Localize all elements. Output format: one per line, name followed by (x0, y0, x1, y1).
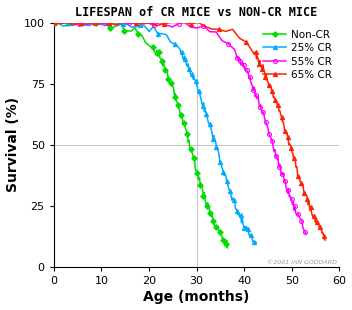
25% CR (52, 21, 56, 24)
25% CR (184, 63, 188, 67)
25% CR (234, 207, 238, 211)
55% CR (285, 192, 290, 195)
65% CR (304, 193, 309, 197)
55% CR (304, 232, 308, 236)
65% CR (217, 28, 221, 31)
65% CR (323, 238, 327, 242)
Non-CR (136, 32, 140, 36)
55% CR (201, 24, 206, 28)
55% CR (278, 167, 283, 171)
Line: 65% CR: 65% CR (52, 20, 327, 242)
65% CR (258, 59, 262, 62)
55% CR (52, 21, 56, 24)
25% CR (253, 241, 257, 244)
65% CR (309, 210, 314, 214)
Non-CR (186, 140, 190, 144)
Line: Non-CR: Non-CR (52, 20, 230, 250)
25% CR (239, 221, 244, 225)
Text: ©2001 IAN GODDARD: ©2001 IAN GODDARD (266, 260, 337, 265)
Line: 25% CR: 25% CR (52, 20, 258, 244)
Non-CR (207, 205, 211, 209)
Non-CR (225, 246, 230, 250)
65% CR (283, 131, 288, 135)
25% CR (254, 240, 258, 244)
55% CR (239, 63, 243, 67)
Title: LIFESPAN of CR MICE vs NON-CR MICE: LIFESPAN of CR MICE vs NON-CR MICE (75, 6, 318, 19)
Non-CR (52, 21, 56, 24)
Legend: Non-CR, 25% CR, 55% CR, 65% CR: Non-CR, 25% CR, 55% CR, 65% CR (261, 28, 334, 82)
25% CR (212, 134, 216, 137)
25% CR (156, 32, 160, 35)
55% CR (290, 203, 295, 206)
Y-axis label: Survival (%): Survival (%) (6, 97, 20, 193)
25% CR (226, 186, 231, 190)
55% CR (265, 123, 269, 127)
65% CR (52, 21, 56, 24)
Line: 55% CR: 55% CR (52, 20, 308, 236)
Non-CR (200, 184, 204, 188)
X-axis label: Age (months): Age (months) (143, 290, 250, 304)
Non-CR (212, 223, 216, 227)
65% CR (297, 177, 301, 181)
Non-CR (161, 64, 165, 68)
